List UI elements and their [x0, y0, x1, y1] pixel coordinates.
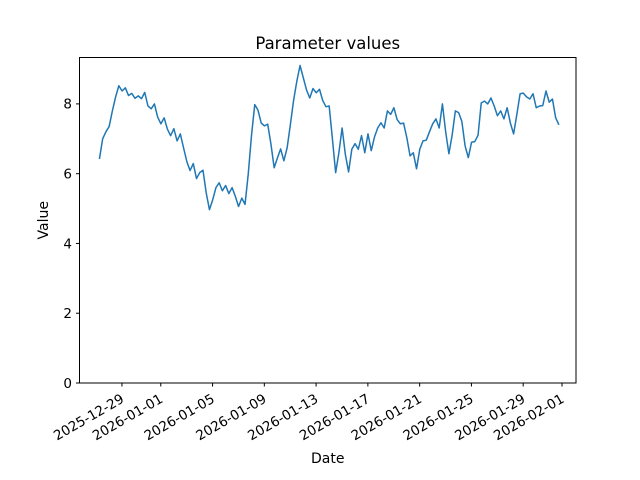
y-tick-label: 2 [63, 306, 72, 322]
y-tick-label: 0 [63, 376, 72, 392]
y-tick-label: 8 [63, 97, 72, 113]
y-axis-label: Value [36, 201, 52, 239]
x-axis-label: Date [311, 451, 344, 467]
plot-area [79, 57, 577, 384]
data-line-series [98, 64, 560, 211]
chart-title: Parameter values [255, 34, 400, 53]
x-axis-ticks: 2025-12-292026-01-012026-01-052026-01-09… [51, 383, 567, 444]
y-axis-ticks: 0 2 4 6 8 [63, 97, 80, 392]
y-tick-label: 6 [63, 166, 72, 182]
y-tick-label: 4 [63, 236, 72, 252]
